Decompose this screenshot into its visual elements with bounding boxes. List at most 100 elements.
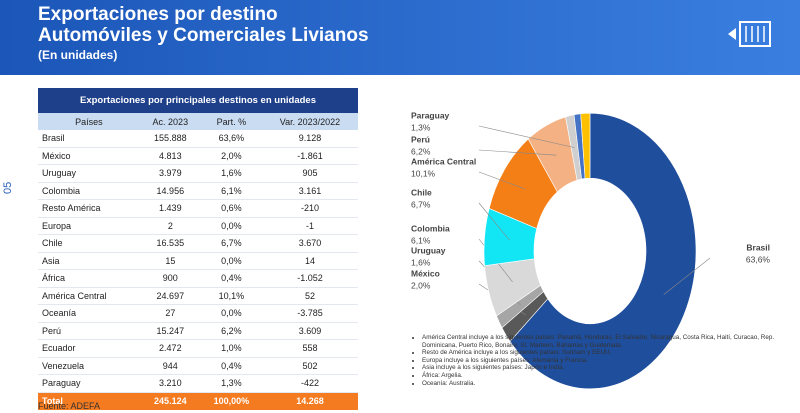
- total-cell: 100,00%: [200, 392, 262, 410]
- table-row: Chile 16.535 6,7% 3.670: [38, 234, 358, 253]
- slice-label: Brasil: [746, 242, 770, 252]
- table-cell: -210: [261, 199, 358, 218]
- slice-label: América Central: [411, 156, 476, 166]
- table-cell: Colombia: [38, 182, 140, 200]
- table-row: Colombia 14.956 6,1% 3.161: [38, 182, 358, 200]
- table-cell: 3.161: [261, 182, 358, 200]
- donut-slice: [580, 112, 591, 179]
- table-row: Brasil 155.888 63,6% 9.128: [38, 130, 358, 148]
- leader-line: [478, 202, 510, 241]
- total-row: Total 245.124 100,00% 14.268: [38, 392, 358, 410]
- note: Asia incluye a los siguientes países: Ja…: [422, 364, 782, 372]
- table-cell: 27: [139, 304, 201, 323]
- table-cell: 1,6%: [200, 164, 262, 183]
- title: Automóviles y Comerciales Livianos: [38, 25, 369, 46]
- slice-label: Paraguay: [411, 110, 450, 120]
- table-cell: 2.472: [139, 339, 201, 358]
- slice-value: 1,3%: [411, 122, 431, 132]
- leader-line: [663, 257, 711, 295]
- table-cell: 905: [261, 164, 358, 183]
- source: Fuente: ADEFA: [38, 401, 101, 411]
- table-cell: Europa: [38, 217, 140, 235]
- donut-slice: [509, 112, 697, 390]
- table-cell: 3.609: [261, 322, 358, 340]
- table-cell: 6,2%: [200, 322, 262, 340]
- note: Europa incluye a los siguientes países: …: [422, 357, 782, 365]
- table-cell: Resto América: [38, 199, 140, 218]
- slice-value: 6,7%: [411, 199, 431, 209]
- table-cell: 9.128: [261, 130, 358, 148]
- table-row: Resto América 1.439 0,6% -210: [38, 199, 358, 218]
- note: Oceanía: Australia.: [422, 380, 782, 388]
- header-band: [0, 0, 800, 75]
- table-cell: 10,1%: [200, 287, 262, 305]
- total-cell: 245.124: [139, 392, 201, 410]
- table-cell: Perú: [38, 322, 140, 340]
- table-cell: 502: [261, 357, 358, 375]
- table-cell: 14.956: [139, 182, 201, 200]
- total-cell: Total: [38, 392, 140, 410]
- leader-line: [478, 149, 557, 156]
- slice-value: 10,1%: [411, 168, 436, 178]
- table-row: América Central 24.697 10,1% 52: [38, 287, 358, 305]
- note: América Central incluye a los siguientes…: [422, 334, 782, 349]
- title: Exportaciones por destino: [38, 4, 278, 25]
- table-cell: 558: [261, 339, 358, 358]
- table-cell: 15.247: [139, 322, 201, 340]
- table-row: Europa 2 0,0% -1: [38, 217, 358, 235]
- note: África: Argelia.: [422, 372, 782, 380]
- note: Resto de América incluye a los siguiente…: [422, 349, 782, 357]
- slice-value: 6,1%: [411, 235, 431, 245]
- table-cell: 3.670: [261, 234, 358, 253]
- table-cell: Venezuela: [38, 357, 140, 375]
- table-cell: 6,1%: [200, 182, 262, 200]
- table-cell: Brasil: [38, 130, 140, 148]
- column-header: Ac. 2023: [139, 113, 201, 130]
- column-header: Part. %: [200, 113, 262, 130]
- table-cell: 1,3%: [200, 374, 262, 393]
- table-cell: 3.979: [139, 164, 201, 183]
- slice-value: 1,6%: [411, 257, 431, 267]
- table-cell: 1.439: [139, 199, 201, 218]
- total-cell: 14.268: [261, 392, 358, 410]
- subtitle: (En unidades): [38, 48, 118, 62]
- table-cell: Asia: [38, 252, 140, 270]
- table-cell: 2,0%: [200, 147, 262, 165]
- table-cell: 0,0%: [200, 217, 262, 235]
- table-row: Paraguay 3.210 1,3% -422: [38, 374, 358, 393]
- table-cell: México: [38, 147, 140, 165]
- table-cell: 0,4%: [200, 357, 262, 375]
- table-cell: 0,4%: [200, 269, 262, 288]
- slice-value: 63,6%: [746, 254, 771, 264]
- table-cell: -3.785: [261, 304, 358, 323]
- slice-label: México: [411, 268, 440, 278]
- notes: América Central incluye a los siguientes…: [410, 334, 782, 387]
- table-cell: Oceanía: [38, 304, 140, 323]
- table-cell: Paraguay: [38, 374, 140, 393]
- table-cell: 0,0%: [200, 252, 262, 270]
- table-cell: 0,6%: [200, 199, 262, 218]
- column-header: Países: [38, 113, 140, 130]
- table-cell: 16.535: [139, 234, 201, 253]
- slice-value: 2,0%: [411, 280, 431, 290]
- table-row: Venezuela 944 0,4% 502: [38, 357, 358, 375]
- table-cell: -1: [261, 217, 358, 235]
- leader-line: [478, 125, 575, 148]
- table-row: Ecuador 2.472 1,0% 558: [38, 339, 358, 358]
- table-row: México 4.813 2,0% -1.861: [38, 147, 358, 165]
- table-cell: Ecuador: [38, 339, 140, 358]
- table-cell: 900: [139, 269, 201, 288]
- table-title: Exportaciones por principales destinos e…: [38, 88, 358, 113]
- table-cell: -1.861: [261, 147, 358, 165]
- table-row: Oceanía 27 0,0% -3.785: [38, 304, 358, 323]
- container-icon: [728, 21, 771, 47]
- slice-label: Uruguay: [411, 245, 446, 255]
- table-cell: 0,0%: [200, 304, 262, 323]
- table-cell: América Central: [38, 287, 140, 305]
- table-cell: 24.697: [139, 287, 201, 305]
- table-cell: Uruguay: [38, 164, 140, 183]
- table-cell: -422: [261, 374, 358, 393]
- table-cell: 6,7%: [200, 234, 262, 253]
- table-row: África 900 0,4% -1.052: [38, 269, 358, 288]
